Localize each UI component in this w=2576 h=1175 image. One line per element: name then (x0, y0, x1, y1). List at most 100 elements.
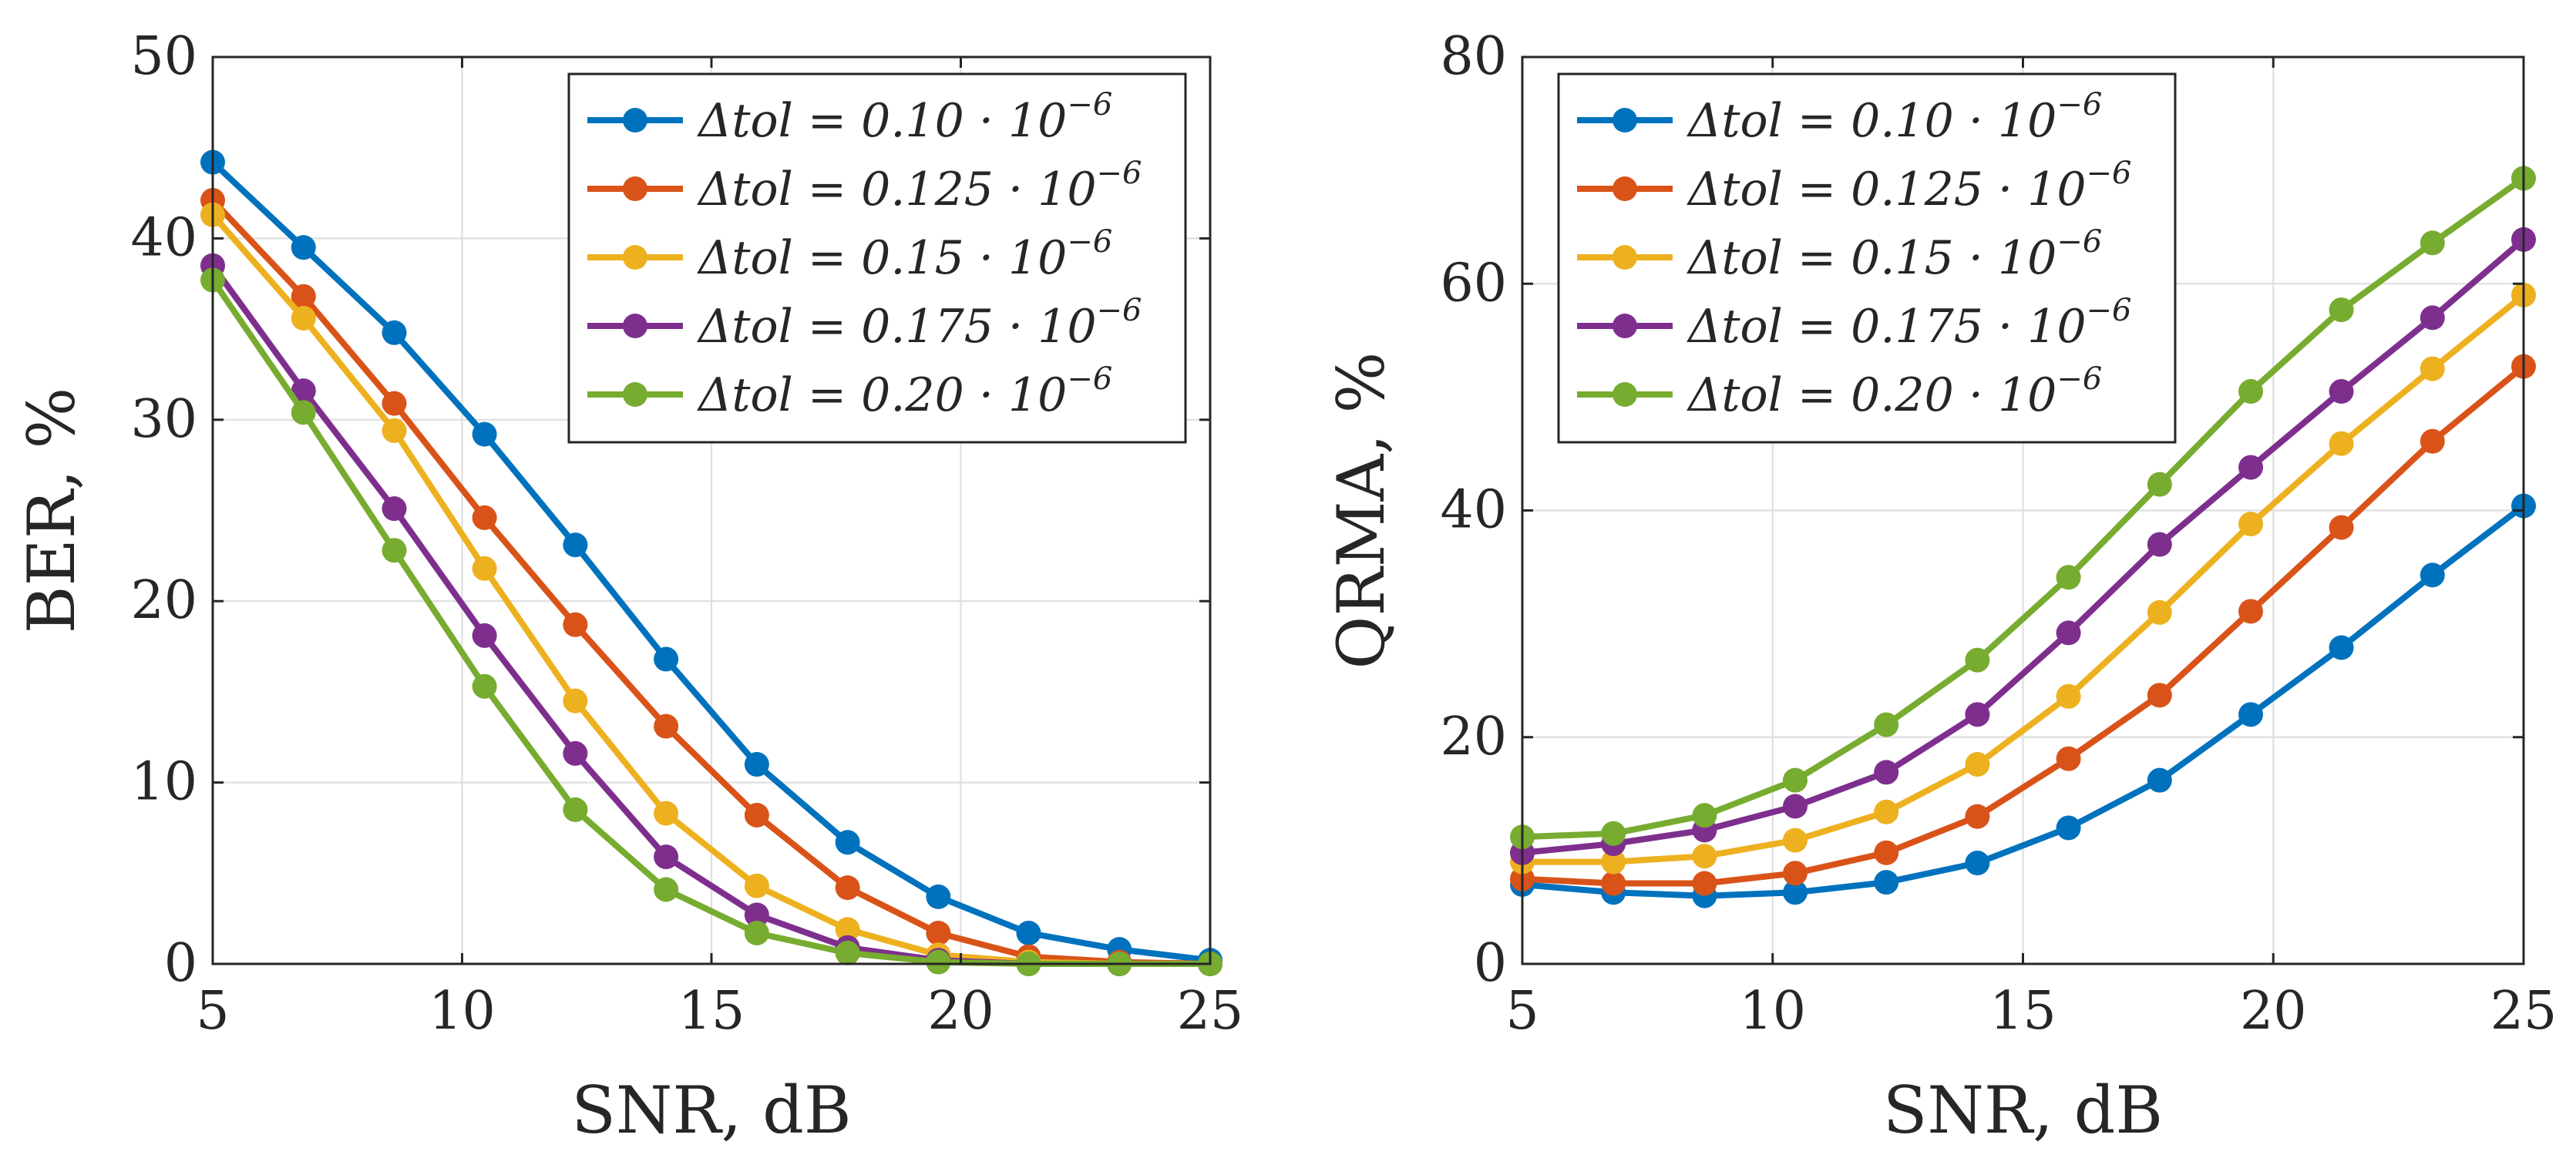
x-tick-label: 10 (429, 981, 496, 1042)
data-point (472, 623, 497, 648)
data-point (2329, 635, 2354, 660)
data-point (1874, 870, 1899, 895)
data-point (1965, 752, 1990, 777)
data-point (291, 305, 316, 331)
legend-label: Δtol = 0.10 · 10−6 (1687, 87, 2102, 148)
data-point (2056, 565, 2081, 590)
legend-label-exponent: −6 (1097, 293, 1142, 328)
data-point (2329, 297, 2354, 323)
y-tick-label: 60 (1440, 253, 1507, 314)
data-point (2238, 512, 2264, 537)
data-point (926, 920, 951, 945)
legend-label-text: Δtol = 0.15 · 10 (697, 231, 1067, 285)
legend-label: Δtol = 0.20 · 10−6 (1687, 361, 2102, 422)
data-point (563, 612, 588, 637)
legend-item-5: Δtol = 0.20 · 10−6 (1577, 361, 2102, 422)
data-point (2329, 379, 2354, 405)
ticks: 5 10 15 20 25 0 10 20 30 40 50 (130, 26, 1243, 1042)
data-point (1601, 871, 1626, 896)
data-point (654, 713, 679, 739)
legend-label-exponent: −6 (1067, 224, 1112, 260)
data-point (1016, 920, 1041, 945)
data-point (2238, 379, 2264, 405)
data-point (2420, 562, 2445, 588)
y-tick-label: 0 (164, 933, 197, 994)
data-point (1874, 799, 1899, 824)
data-point (744, 752, 769, 777)
legend-label-exponent: −6 (2087, 293, 2132, 328)
series-1 (200, 149, 1222, 973)
data-point (2420, 356, 2445, 381)
legend-label-text: Δtol = 0.175 · 10 (697, 300, 1097, 354)
data-point (2420, 305, 2445, 331)
legend-swatch-marker (1613, 108, 1637, 133)
legend-swatch-marker (1613, 314, 1637, 338)
legend-label: Δtol = 0.125 · 10−6 (697, 156, 1142, 217)
x-tick-label: 25 (1177, 981, 1244, 1042)
data-point (1782, 861, 1808, 886)
legend-swatch-marker (623, 176, 647, 201)
x-tick-label: 20 (927, 981, 994, 1042)
legend-item-5: Δtol = 0.20 · 10−6 (587, 361, 1112, 422)
y-tick-label: 0 (1474, 933, 1507, 994)
y-tick-label: 10 (130, 752, 197, 813)
legend-label-exponent: −6 (1067, 87, 1112, 123)
y-tick-label: 20 (130, 570, 197, 631)
data-point (654, 877, 679, 902)
data-point (1601, 849, 1626, 875)
y-axis-label: QRMA, % (1323, 351, 1399, 669)
legend-label: Δtol = 0.175 · 10−6 (697, 293, 1142, 354)
data-point (472, 673, 497, 699)
x-tick-label: 5 (196, 981, 229, 1042)
legend-item-2: Δtol = 0.125 · 10−6 (587, 156, 1142, 217)
data-point (2147, 472, 2172, 497)
legend-swatch-marker (1613, 382, 1637, 407)
data-point (382, 391, 407, 416)
data-point (1874, 712, 1899, 737)
data-point (382, 320, 407, 345)
data-point (1692, 871, 1717, 896)
series-line (210, 197, 1213, 967)
data-point (2238, 599, 2264, 624)
data-point (2420, 230, 2445, 256)
series-5 (1510, 166, 2536, 850)
data-point (835, 917, 860, 942)
data-point (1965, 804, 1990, 829)
legend-label-text: Δtol = 0.10 · 10 (1687, 94, 2056, 148)
legend-label: Δtol = 0.175 · 10−6 (1687, 293, 2131, 354)
data-point (2329, 515, 2354, 540)
legend-label: Δtol = 0.20 · 10−6 (697, 361, 1112, 422)
series-2 (200, 187, 1222, 976)
legend-item-3: Δtol = 0.15 · 10−6 (1577, 224, 2102, 285)
data-point (744, 802, 769, 828)
series-line (1519, 292, 2527, 865)
data-point (654, 844, 679, 870)
series-line (1519, 502, 2527, 899)
series-line (1519, 363, 2527, 887)
legend-label-exponent: −6 (1097, 156, 1142, 191)
legend-label-text: Δtol = 0.175 · 10 (1687, 300, 2087, 354)
y-tick-label: 40 (1440, 480, 1507, 541)
y-tick-label: 40 (130, 207, 197, 268)
data-point (926, 949, 951, 975)
data-point (1965, 851, 1990, 876)
legend-swatch-marker (623, 108, 647, 133)
data-point (2147, 683, 2172, 708)
data-point (1782, 794, 1808, 819)
data-point (926, 884, 951, 909)
y-tick-label: 80 (1440, 26, 1507, 87)
ber-chart: 5 10 15 20 25 0 10 20 30 40 50 SNR, dB BER, % Δtol = … (14, 26, 1243, 1148)
x-axis-label: SNR, dB (571, 1073, 851, 1148)
legend-item-4: Δtol = 0.175 · 10−6 (1577, 293, 2131, 354)
legend-swatch-marker (1613, 176, 1637, 201)
data-point (472, 556, 497, 581)
data-point (2056, 683, 2081, 709)
qrma-chart: 5 10 15 20 25 0 20 40 60 80 SNR, dB QRMA, % Δtol = 0… (1323, 26, 2557, 1148)
legend-swatch-marker (623, 314, 647, 338)
data-point (1782, 880, 1808, 905)
data-point (2329, 431, 2354, 456)
series-2 (1510, 354, 2536, 896)
data-point (382, 496, 407, 522)
